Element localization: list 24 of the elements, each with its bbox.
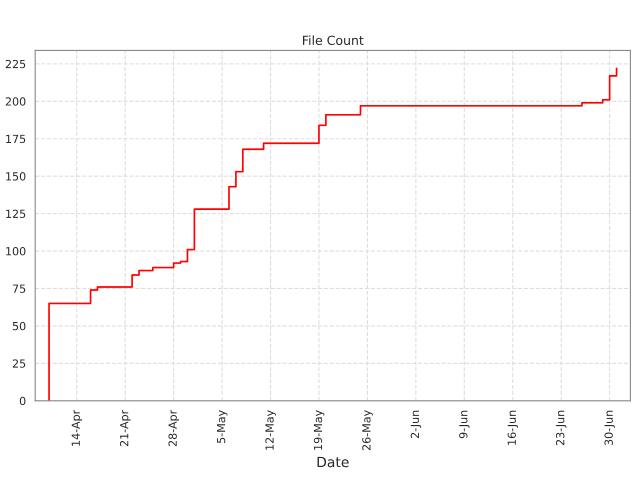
y-tick-label: 225 [6, 60, 26, 68]
x-tick-label: 23-Jun [556, 410, 566, 446]
x-tick-label: 9-Jun [459, 410, 470, 438]
x-tick-label: 30-Jun [604, 410, 615, 446]
x-tick-label: 28-Apr [168, 410, 179, 446]
y-tick-label: 50 [12, 322, 26, 330]
y-tick-label: 25 [12, 359, 26, 368]
y-tick-label: 125 [6, 210, 26, 218]
chart-title: File Count [303, 35, 364, 46]
y-tick-label: 100 [6, 247, 26, 256]
y-tick-label: 150 [6, 172, 26, 181]
x-tick-label: 2-Jun [410, 410, 422, 438]
x-tick-label: 26-May [362, 410, 373, 450]
x-tick-label: 21-Apr [120, 410, 131, 446]
x-tick-label: 12-May [265, 410, 276, 450]
y-tick-label: 75 [12, 284, 26, 293]
x-tick-label: 14-Apr [72, 410, 82, 446]
y-tick-label: 0 [20, 396, 26, 406]
x-tick-label: 5-May [217, 410, 228, 444]
x-tick-label: 16-Jun [508, 410, 518, 445]
y-tick-label: 175 [6, 134, 26, 144]
x-tick-label: 19-May [314, 410, 324, 450]
x-axis-title: Date [318, 456, 349, 468]
y-tick-label: 200 [6, 97, 26, 106]
